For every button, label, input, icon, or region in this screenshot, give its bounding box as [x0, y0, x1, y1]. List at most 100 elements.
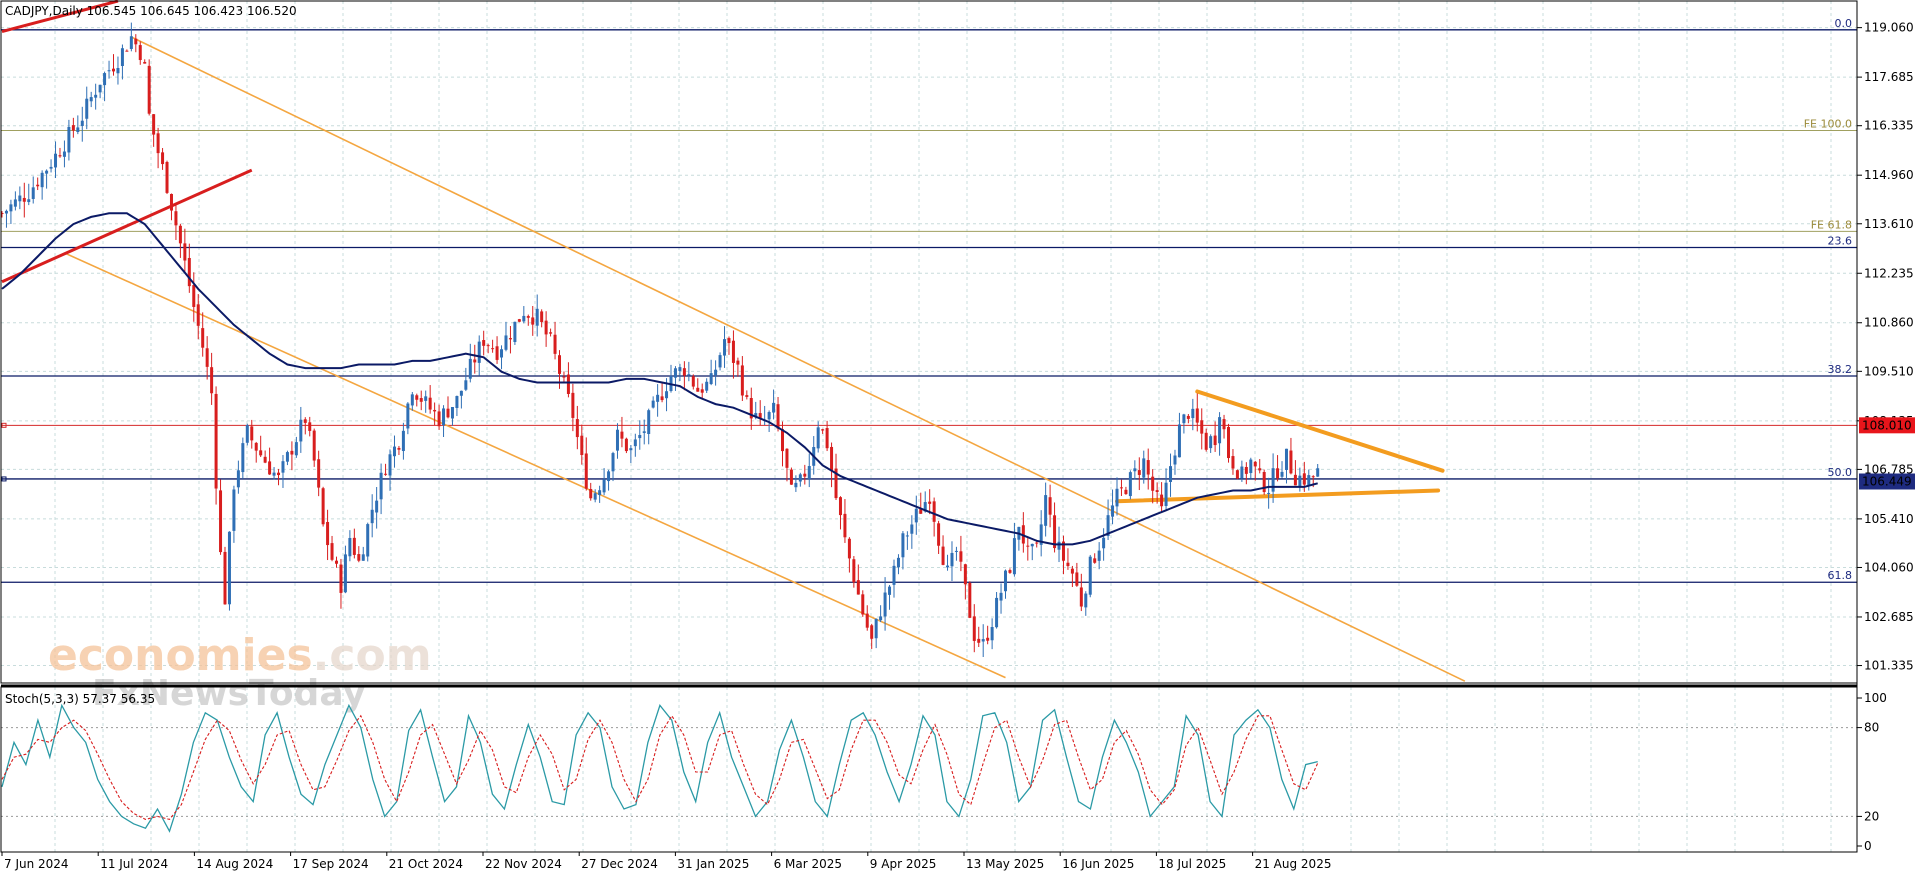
price-tick-label: 117.685 [1864, 70, 1914, 84]
candle-body [1102, 537, 1106, 549]
time-tick-label: 16 Jun 2025 [1062, 857, 1134, 871]
candle-body [94, 94, 98, 98]
candle-body [910, 524, 914, 534]
candle-body [192, 285, 196, 307]
candle-body [656, 394, 660, 402]
candle-body [339, 564, 343, 593]
candle-body [1276, 468, 1280, 479]
candle-body [1209, 436, 1213, 449]
candle-body [843, 513, 847, 538]
trend-lines [1, 0, 1466, 682]
candle-body [754, 413, 758, 418]
candle-body [696, 387, 700, 392]
candle-body [392, 446, 396, 457]
time-tick-label: 11 Jul 2024 [100, 857, 168, 871]
candle-body [879, 616, 883, 621]
candle-body [370, 509, 374, 524]
candle-body [584, 453, 588, 489]
price-tick-label: 106.785 [1864, 462, 1914, 476]
candle-body [143, 61, 147, 64]
candle-body [303, 419, 307, 423]
price-badge [1859, 473, 1915, 490]
candle-body [36, 184, 40, 187]
candle-body [513, 321, 517, 343]
candle-body [629, 448, 633, 451]
level-label: FE 61.8 [1811, 218, 1852, 231]
candle-body [566, 374, 570, 394]
candle-body [4, 210, 8, 214]
candle-body [593, 493, 597, 500]
candle-body [31, 187, 35, 199]
candle-body [954, 550, 958, 552]
candle-body [129, 36, 133, 49]
candle-body [183, 243, 187, 261]
fib-levels: 0.0 FE 100.0 FE 61.8 23.6 38.2 50.0 61.8 [1, 17, 1857, 583]
candle-body [1128, 472, 1132, 497]
candle-body [1200, 420, 1204, 434]
candle-body [268, 461, 272, 475]
candle-body [187, 257, 191, 287]
candle-body [468, 358, 472, 379]
candle-body [678, 367, 682, 371]
time-tick-label: 27 Dec 2024 [581, 857, 658, 871]
candle-body [384, 473, 388, 475]
candle-body [937, 523, 941, 546]
candle-body [682, 368, 686, 376]
candle-body [1088, 556, 1092, 595]
candle-body [1218, 417, 1222, 444]
watermark-line1: economies [48, 630, 313, 681]
candle-body [598, 490, 602, 496]
candle-body [705, 381, 709, 391]
candle-body [401, 430, 405, 452]
candle-body [1262, 471, 1266, 493]
candle-body [326, 521, 330, 546]
price-badge-label: 106.449 [1862, 474, 1912, 488]
time-tick-label: 22 Nov 2024 [485, 857, 562, 871]
candle-body [1191, 408, 1195, 419]
candle-body [749, 398, 753, 419]
level-label: 61.8 [1828, 569, 1853, 582]
candle-body [977, 638, 981, 643]
candle-body [388, 454, 392, 476]
candle-body [522, 315, 526, 322]
price-tick-label: 109.510 [1864, 364, 1914, 378]
level-label: 38.2 [1828, 363, 1853, 376]
candle-body [990, 627, 994, 641]
candle-body [1057, 541, 1061, 550]
candle-body [508, 338, 512, 340]
candle-body [18, 195, 22, 202]
candle-body [1061, 541, 1065, 561]
candle-body [486, 345, 490, 347]
chart-header: CADJPY,Daily 106.545 106.645 106.423 106… [5, 4, 297, 18]
candle-body [352, 537, 356, 555]
candle-body [535, 308, 539, 326]
candle-body [1235, 470, 1239, 479]
candle-body [642, 431, 646, 433]
time-tick-label: 13 May 2025 [966, 857, 1044, 871]
candle-body [103, 73, 107, 86]
candle-body [660, 396, 664, 401]
candle-body [1079, 587, 1083, 607]
time-tick-label: 17 Sep 2024 [293, 857, 369, 871]
ma-line [1, 212, 1318, 546]
candle-body [602, 479, 606, 493]
candle-body [308, 422, 312, 431]
time-tick-label: 7 Jun 2024 [4, 857, 69, 871]
candle-body [562, 376, 566, 378]
candle-body [294, 442, 298, 456]
candle-body [526, 316, 530, 318]
candle-body [540, 311, 544, 323]
candle-body [241, 443, 245, 473]
price-tick-label: 116.335 [1864, 119, 1914, 133]
candle-body [1119, 487, 1123, 489]
candle-body [45, 170, 49, 174]
candle-body [1227, 426, 1230, 459]
candle-body [1030, 543, 1034, 547]
candle-body [219, 490, 223, 553]
candle-body [865, 613, 869, 628]
candle-body [928, 501, 932, 504]
candle-body [85, 98, 89, 119]
price-badge [1859, 417, 1915, 434]
candle-body [633, 439, 637, 447]
